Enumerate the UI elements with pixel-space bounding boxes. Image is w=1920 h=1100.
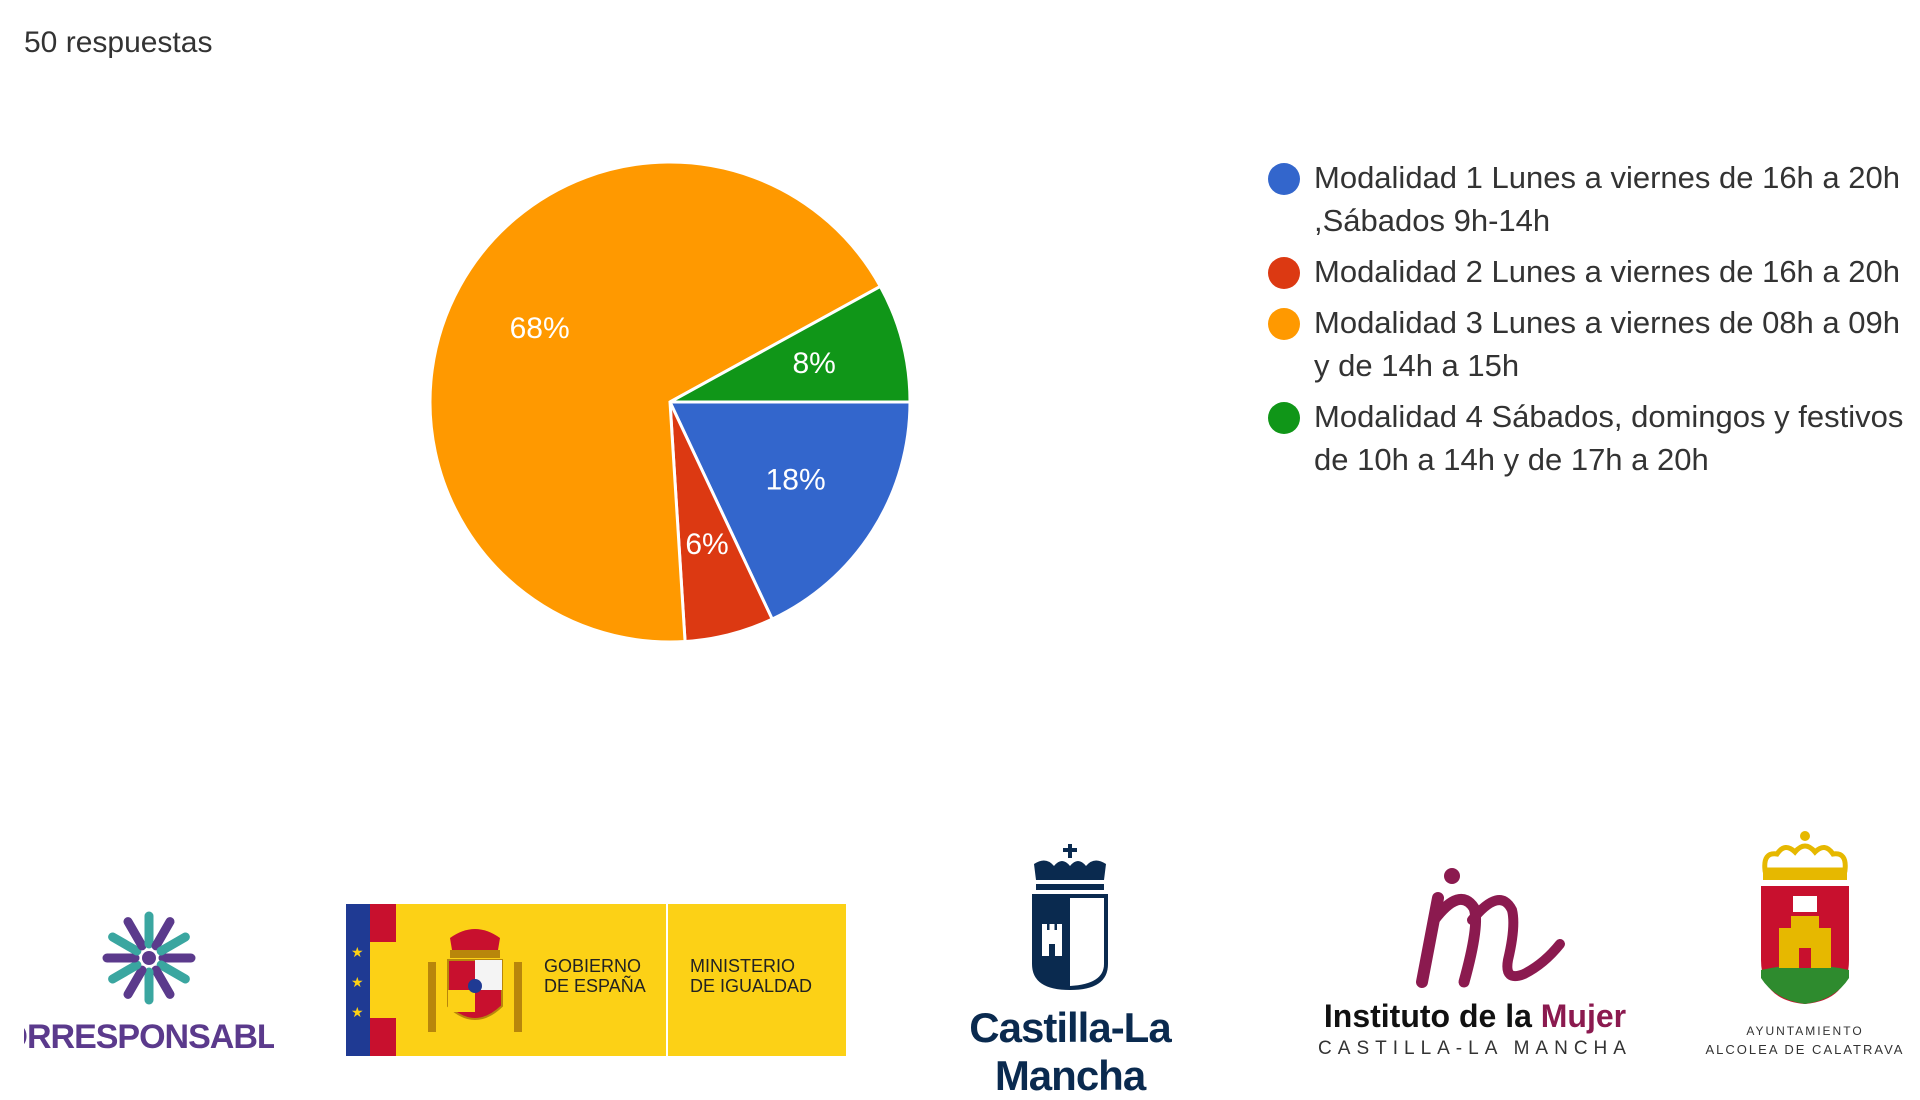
pie-slice-3 xyxy=(428,160,883,644)
instituto-text-a: Instituto de la xyxy=(1323,998,1541,1034)
emblem-center xyxy=(142,951,156,965)
emblem-spoke xyxy=(123,965,147,999)
gobierno-line1: GOBIERNO xyxy=(544,956,642,976)
logo-bar: CORRESPONSABLES ★ ★ ★ GOBIERNO DE ESPAÑA… xyxy=(0,820,1920,1099)
gobierno-ministerio-logo: ★ ★ ★ GOBIERNO DE ESPAÑA MINISTERIO DE I… xyxy=(346,904,846,1056)
legend-item-3: Modalidad 3 Lunes a viernes de 08h a 09h… xyxy=(1268,301,1908,387)
ayuntamiento-logo: AYUNTAMIENTO ALCOLEA DE CALATRAVA xyxy=(1700,830,1910,1070)
legend-label: Modalidad 3 Lunes a viernes de 08h a 09h… xyxy=(1314,305,1900,383)
eu-flag-strip: ★ ★ ★ xyxy=(346,904,370,1056)
legend-label: Modalidad 4 Sábados, domingos y festivos… xyxy=(1314,399,1904,477)
legend-swatch xyxy=(1268,163,1300,195)
alcolea-coat-of-arms-icon xyxy=(1761,831,1849,1004)
star-icon: ★ xyxy=(351,944,364,960)
legend-swatch xyxy=(1268,308,1300,340)
castilla-la-mancha-logo: Castilla-La Mancha xyxy=(900,844,1240,1099)
gobierno-line2: DE ESPAÑA xyxy=(544,976,646,996)
ministerio-text: MINISTERIO DE IGUALDAD xyxy=(690,956,812,996)
emblem-spoke xyxy=(151,917,175,951)
emblem-spoke xyxy=(108,932,142,956)
instituto-title: Instituto de la Mujer xyxy=(1290,998,1660,1035)
corresponsables-text: CORRESPONSABLES xyxy=(24,1018,274,1056)
responses-count: 50 respuestas xyxy=(24,26,213,59)
corresponsables-emblem: CORRESPONSABLES xyxy=(0,911,321,1056)
legend-swatch xyxy=(1268,402,1300,434)
pie-slice-label-3: 68% xyxy=(510,312,570,345)
flag-red-bottom xyxy=(370,1018,396,1056)
instituto-text-b: Mujer xyxy=(1540,998,1627,1034)
ayuntamiento-line2: ALCOLEA DE CALATRAVA xyxy=(1705,1042,1905,1057)
castilla-text: Castilla-La Mancha xyxy=(969,1004,1171,1099)
pie-slice-1 xyxy=(667,400,912,622)
legend-item-4: Modalidad 4 Sábados, domingos y festivos… xyxy=(1268,395,1908,481)
pie-slice-label-1: 18% xyxy=(766,464,826,497)
castilla-emblem-icon xyxy=(1032,844,1108,990)
pie-slice-label-2: 6% xyxy=(685,528,728,561)
ayuntamiento-line1: AYUNTAMIENTO xyxy=(1746,1024,1864,1038)
emblem-spoke xyxy=(123,917,147,951)
pie-slice-4 xyxy=(669,284,912,404)
emblem-spoke xyxy=(151,965,175,999)
legend-item-2: Modalidad 2 Lunes a viernes de 16h a 20h xyxy=(1268,250,1908,293)
star-icon: ★ xyxy=(351,1004,364,1020)
pie-chart: 18% 6% 68% 8% xyxy=(428,160,912,644)
instituto-mujer-logo: Instituto de la Mujer CASTILLA-LA MANCHA xyxy=(1290,864,1660,1064)
ministerio-line2: DE IGUALDAD xyxy=(690,976,813,996)
emblem-spoke xyxy=(108,960,142,984)
flag-red-top xyxy=(370,904,396,942)
legend-label: Modalidad 1 Lunes a viernes de 16h a 20h… xyxy=(1314,160,1900,238)
instituto-subtitle: CASTILLA-LA MANCHA xyxy=(1318,1038,1632,1059)
corresponsables-logo: CORRESPONSABLES xyxy=(0,910,321,1060)
legend-swatch xyxy=(1268,257,1300,289)
emblem-spoke xyxy=(156,960,190,984)
star-icon: ★ xyxy=(351,974,364,990)
coat-of-arms-icon xyxy=(428,929,522,1032)
pie-slice-label-4: 8% xyxy=(792,347,835,380)
gobierno-text: GOBIERNO DE ESPAÑA xyxy=(544,956,646,996)
ministerio-line1: MINISTERIO xyxy=(690,956,796,976)
instituto-m-icon xyxy=(1416,868,1565,988)
legend-label: Modalidad 2 Lunes a viernes de 16h a 20h xyxy=(1314,254,1900,289)
logo-divider xyxy=(666,904,668,1056)
legend-item-1: Modalidad 1 Lunes a viernes de 16h a 20h… xyxy=(1268,156,1908,242)
emblem-spoke xyxy=(156,932,190,956)
chart-legend: Modalidad 1 Lunes a viernes de 16h a 20h… xyxy=(1268,156,1908,489)
